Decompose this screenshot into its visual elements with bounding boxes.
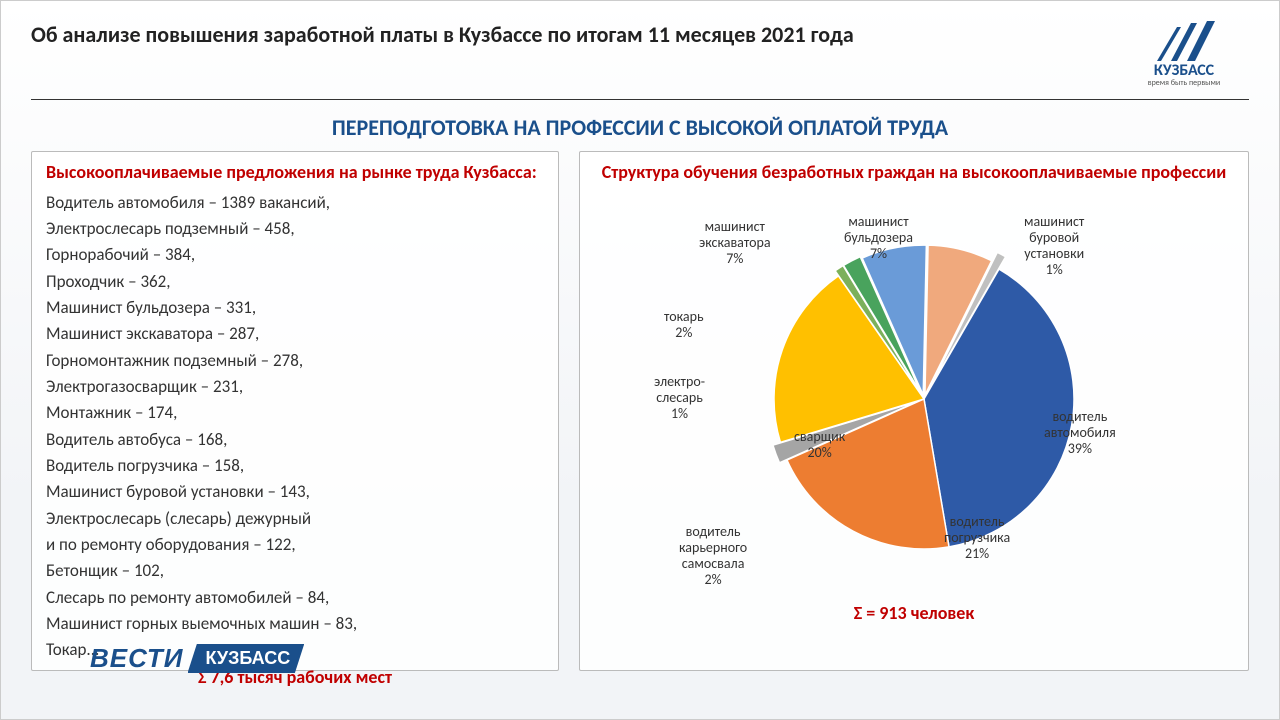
pie-slice-label: электро-слесарь1% [654,374,705,422]
vacancy-line: Горнорабочий – 384, [46,242,544,268]
vacancy-line: Бетонщик – 102, [46,558,544,584]
logo-text: КУЗБАСС [1119,63,1249,79]
pie-slice-label: машинистбуровойустановки1% [1024,214,1084,278]
page-title: Об анализе повышения заработной платы в … [31,21,1119,48]
pie-slice-label: машинистэкскаватора7% [699,219,771,267]
pie-slice-label: сварщик20% [794,429,845,461]
broadcast-watermark: ВЕСТИ КУЗБАСС [90,643,304,674]
training-structure-panel: Структура обучения безработных граждан н… [579,151,1249,671]
vacancy-line: Электрослесарь подземный – 458, [46,216,544,242]
logo-subtext: время быть первыми [1119,79,1249,87]
vacancy-line: Горномонтажник подземный – 278, [46,348,544,374]
training-total: Σ = 913 человек [594,602,1234,624]
vacancy-line: Водитель автомобиля – 1389 вакансий, [46,190,544,216]
pie-slice-label: токарь2% [664,309,704,341]
vacancy-line: Машинист буровой установки – 143, [46,479,544,505]
vacancy-line: и по ремонту оборудования – 122, [46,532,544,558]
vacancy-line: Монтажник – 174, [46,400,544,426]
content-row: Высокооплачиваемые предложения на рынке … [31,151,1249,671]
vacancies-list: Водитель автомобиля – 1389 вакансий,Элек… [46,190,544,664]
vacancy-line: Водитель автобуса – 168, [46,427,544,453]
vacancy-line: Машинист горных выемочных машин – 83, [46,611,544,637]
vacancy-line: Электрослесарь (слесарь) дежурный [46,506,544,532]
pie-slice-label: машинистбульдозера7% [844,214,913,262]
vacancy-line: Слесарь по ремонту автомобилей – 84, [46,585,544,611]
vesti-text: ВЕСТИ [90,643,184,674]
vacancy-line: Машинист экскаватора – 287, [46,321,544,347]
vacancy-line: Машинист бульдозера – 331, [46,295,544,321]
pie-slice-label: водителькарьерногосамосвала2% [679,524,747,588]
slide-page: Об анализе повышения заработной платы в … [0,0,1280,720]
vacancy-line: Электрогазосварщик – 231, [46,374,544,400]
kuzbass-logo: КУЗБАСС время быть первыми [1119,21,1249,87]
training-title: Структура обучения безработных граждан н… [594,162,1234,184]
vacancies-panel: Высокооплачиваемые предложения на рынке … [31,151,559,671]
vacancy-line: Проходчик – 362, [46,269,544,295]
pie-chart-area: водительавтомобиля39% водительпогрузчика2… [594,194,1234,594]
pie-slice-label: водительпогрузчика21% [944,514,1010,562]
vacancies-title: Высокооплачиваемые предложения на рынке … [46,162,544,184]
pie-slice-label: водительавтомобиля39% [1044,409,1116,457]
kuzbass-logo-icon [1149,21,1219,61]
subtitle: ПЕРЕПОДГОТОВКА НА ПРОФЕССИИ С ВЫСОКОЙ ОП… [31,114,1249,141]
header: Об анализе повышения заработной платы в … [31,21,1249,100]
vacancy-line: Водитель погрузчика – 158, [46,453,544,479]
kuzbass-badge: КУЗБАСС [188,644,305,673]
